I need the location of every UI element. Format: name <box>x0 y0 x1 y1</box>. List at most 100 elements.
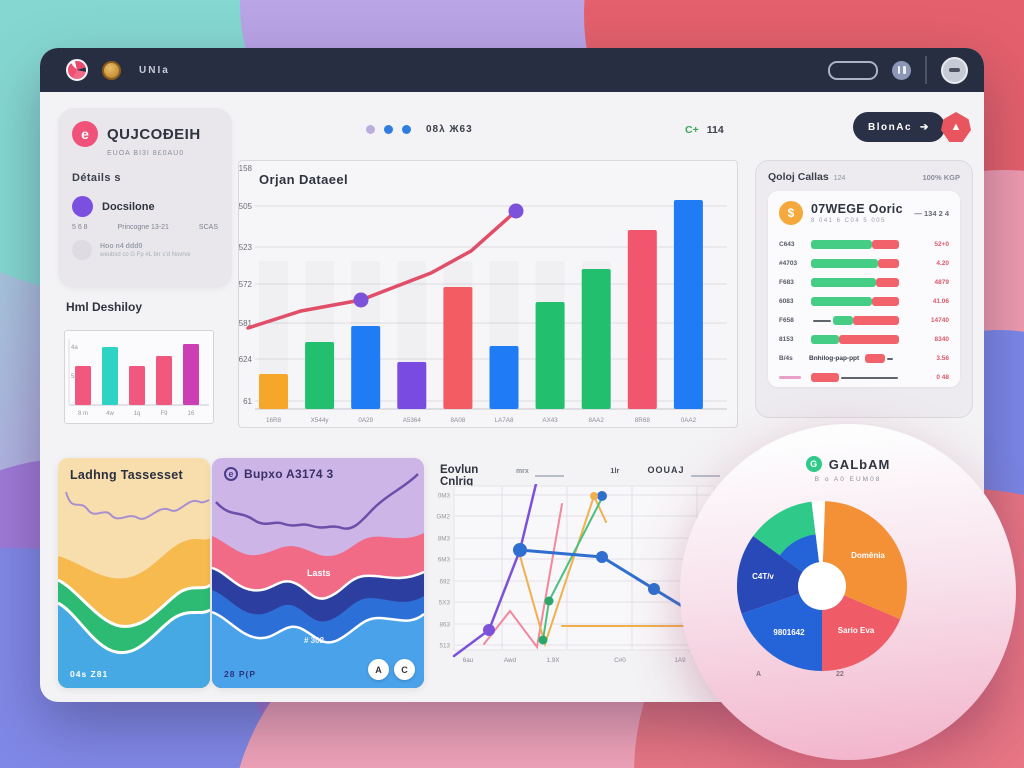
line-chart-right-label: OOUAJ <box>647 465 685 475</box>
trend-dot <box>508 203 524 219</box>
stat-row: C643 52+0 <box>779 240 949 249</box>
pie-slice <box>736 536 822 614</box>
series-blue <box>518 548 702 619</box>
svg-text:5a: 5a <box>71 374 78 380</box>
series-dot <box>648 583 660 595</box>
svg-text:A5364: A5364 <box>403 417 422 424</box>
line-chart-dash <box>534 475 565 477</box>
area-chart-card-2[interactable]: e Bupxo A3174 3 Lasts # 302 28 P(P A C <box>212 458 424 688</box>
svg-text:624: 624 <box>239 355 253 364</box>
details-heading: Détails s <box>72 172 121 184</box>
mini-bar <box>129 366 145 405</box>
stats-title: Qoloj Callas <box>768 171 829 183</box>
area-card-2-mid-label: Lasts <box>307 568 331 578</box>
area-chart-card-1[interactable]: Ladhng Tassesset 04s Z81 <box>58 458 210 688</box>
svg-text:LA7A8: LA7A8 <box>495 417 514 424</box>
svg-text:6au: 6au <box>463 657 474 664</box>
svg-text:513: 513 <box>439 643 450 650</box>
titlebar-title: UNIa <box>139 64 170 76</box>
svg-text:8 m: 8 m <box>78 411 88 417</box>
quick-card-title: QUJCOÐEIH <box>107 125 201 143</box>
svg-text:505: 505 <box>239 202 253 211</box>
svg-text:61: 61 <box>243 397 252 406</box>
area-card-2-footer: 28 P(P <box>224 669 256 679</box>
series-purple <box>452 484 538 658</box>
line-chart-dash-2 <box>690 475 721 477</box>
series-dot <box>544 596 554 606</box>
pie-footer-left: A <box>756 671 762 678</box>
pause-icon[interactable] <box>892 60 911 80</box>
main-bar <box>351 326 381 409</box>
stats-card-title: 07WEGE Ooric <box>811 202 903 216</box>
donut-chart-svg: Domênia Sario Eva 9801642 C4T/v <box>736 501 907 671</box>
stat-row: F683 4879 <box>779 278 949 287</box>
area-card-2-button-c[interactable]: C <box>394 659 415 680</box>
legend-dot-2[interactable] <box>384 125 393 134</box>
svg-text:8A08: 8A08 <box>451 417 466 424</box>
main-bar <box>627 230 657 409</box>
stats-rows: C643 52+0 #4703 4.20 F683 4879 6083 41.06 F658 14… <box>779 235 949 387</box>
coin-icon[interactable] <box>102 60 121 80</box>
svg-text:572: 572 <box>239 280 253 289</box>
arrow-right-icon: ➔ <box>920 121 930 133</box>
pie-slice-label: Domênia <box>851 551 885 560</box>
item-name: Docsilone <box>102 200 155 213</box>
main-bar <box>397 362 427 409</box>
svg-text:GM2: GM2 <box>436 514 450 521</box>
svg-text:6M3: 6M3 <box>438 557 451 564</box>
app-logo-icon[interactable] <box>66 59 88 81</box>
legend-dot-1[interactable] <box>366 125 375 134</box>
svg-text:16R8: 16R8 <box>266 417 282 424</box>
donut-chart-card[interactable]: G GALbAM B o A0 EUM08 Domênia Sario Eva 98… <box>680 424 1016 760</box>
line-chart-title: Eovlun Cnlrig <box>440 464 479 488</box>
area-card-2-button-a[interactable]: A <box>368 659 389 680</box>
quick-card-icon: e <box>72 121 98 147</box>
dollar-icon: $ <box>779 201 803 225</box>
metric-value: 114 <box>706 124 724 136</box>
series-dot <box>590 492 598 500</box>
svg-text:0M3: 0M3 <box>438 493 451 500</box>
stats-panel: Qoloj Callas 124 100% KGP $ 07WEGE Ooric… <box>755 160 973 418</box>
stats-card: $ 07WEGE Ooric 8 041 6 C04 5 005 — 134 2… <box>768 191 960 387</box>
series-dot <box>538 635 548 645</box>
svg-text:8AA2: 8AA2 <box>588 417 604 424</box>
main-chart-card: 158 505 523 572 581 624 61 16R8 X544y 0A29 A5364 8A… <box>238 160 738 428</box>
details-item-secondary[interactable]: Hoo n4 ddd0 weubsd co G Fp #L brr c'd No… <box>72 240 218 260</box>
faded-line1: Hoo n4 ddd0 <box>100 242 143 250</box>
alert-hexagon-badge[interactable]: ▲ <box>941 112 971 142</box>
main-bar <box>259 374 288 409</box>
main-bar-chart-svg: 158 505 523 572 581 624 61 16R8 X544y 0A29 A5364 8A… <box>239 164 727 424</box>
series-dot <box>596 551 608 563</box>
item-color-dot <box>72 196 93 217</box>
pie-card-subtitle: B o A0 EUM08 <box>814 476 882 483</box>
svg-text:8R68: 8R68 <box>635 417 651 424</box>
area-card-2-low-label: # 302 <box>304 636 325 645</box>
quick-summary-card: e QUJCOÐEIH EUOA BI3I 8£0AU0 Détails s D… <box>58 108 232 288</box>
area-card-2-title: Bupxo A3174 3 <box>244 467 334 481</box>
mini-bar <box>183 344 199 405</box>
cta-button[interactable]: BlonAc ➔ <box>853 112 945 142</box>
titlebar-divider <box>925 56 927 84</box>
svg-text:X544y: X544y <box>311 417 330 424</box>
details-item[interactable]: Docsilone <box>72 196 218 217</box>
toggle-pill[interactable] <box>828 60 878 80</box>
svg-text:16: 16 <box>188 411 195 417</box>
stats-badge: 124 <box>833 175 846 182</box>
main-bar <box>581 269 611 409</box>
stats-card-subtitle: 8 041 6 C04 5 005 <box>811 218 886 224</box>
svg-text:5X3: 5X3 <box>439 600 451 607</box>
user-avatar[interactable] <box>941 56 968 84</box>
mini-bar-chart-svg: 4a 5a 8 m 4w 1q F9 16 <box>68 339 209 417</box>
main-bar <box>673 200 703 409</box>
svg-text:863: 863 <box>439 622 450 629</box>
pie-slice <box>741 586 822 671</box>
legend-dot-3[interactable] <box>402 125 411 134</box>
series-pink <box>483 503 563 650</box>
stat-row: 0 48 <box>779 368 949 387</box>
main-bar <box>305 342 335 409</box>
pie-slice <box>822 586 901 671</box>
svg-text:581: 581 <box>239 319 253 328</box>
pie-footer-right: 22 <box>836 671 844 678</box>
pie-slice-label: Sario Eva <box>838 626 875 635</box>
main-bar <box>535 302 565 409</box>
